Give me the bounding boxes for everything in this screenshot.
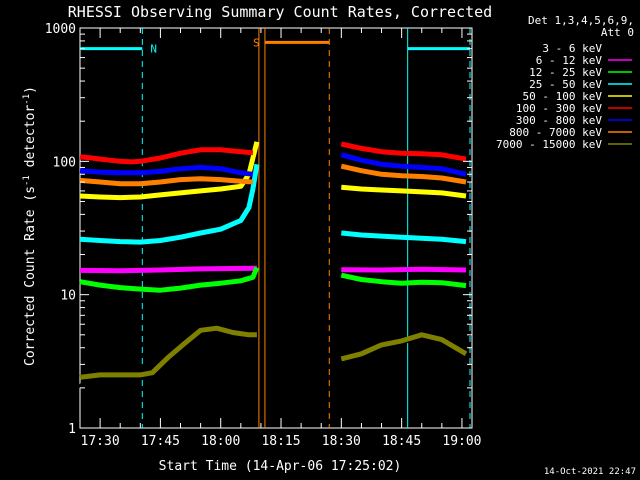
flag-label: N (150, 43, 157, 56)
legend-label: 7000 - 15000 keV (496, 138, 602, 151)
x-tick-label: 18:45 (382, 434, 421, 449)
legend-label: 300 - 800 keV (516, 114, 602, 127)
legend-label: 50 - 100 keV (523, 90, 603, 103)
series-line (79, 266, 260, 293)
y-axis-ticks: 1 10 100 1000 (45, 22, 472, 437)
y-tick-label: 10 (60, 289, 76, 304)
series-line (341, 230, 467, 245)
flag-label: S (253, 36, 260, 49)
y-axis-label-main: Corrected Count Rate (s (23, 186, 38, 366)
legend-label: 12 - 25 keV (529, 66, 602, 79)
x-tick-label: 18:00 (201, 434, 240, 449)
plot-frame (79, 27, 473, 429)
series-line (79, 176, 254, 187)
series-line (79, 265, 257, 274)
series-line (340, 272, 467, 289)
series-line (340, 152, 467, 177)
y-tick-label: 1000 (45, 22, 76, 37)
legend-label: 100 - 300 keV (516, 102, 602, 115)
series-line (79, 147, 254, 165)
x-tick-label: 17:30 (81, 434, 120, 449)
series-line (341, 184, 467, 199)
x-tick-label: 18:30 (322, 434, 361, 449)
legend-header-line1: Det 1,3,4,5,6,9, (528, 14, 634, 27)
series-line (340, 163, 467, 185)
y-axis-label-sup1: -1 (22, 175, 32, 186)
legend-label: 25 - 50 keV (529, 78, 602, 91)
series-group (78, 141, 468, 390)
x-tick-label: 19:00 (442, 434, 481, 449)
legend-label: 6 - 12 keV (536, 54, 603, 67)
y-axis-label-sup2: -1 (22, 94, 32, 105)
footer-date: 14-Oct-2021 22:47 (544, 467, 636, 477)
vertical-markers (141, 28, 471, 428)
y-axis-label-end: ) (23, 86, 38, 94)
y-axis-label: Corrected Count Rate (s-1 detector-1) (22, 86, 38, 366)
y-axis-label-mid: detector (23, 105, 38, 176)
y-tick-label: 100 (53, 155, 76, 170)
x-axis-label: Start Time (14-Apr-06 17:25:02) (159, 459, 402, 474)
series-line (340, 332, 468, 362)
legend-label: 3 - 6 keV (542, 42, 602, 55)
x-axis-ticks: 17:30 17:45 18:00 18:15 18:30 18:45 19:00 (79, 28, 482, 449)
legend-header-line2: Att 0 (601, 26, 634, 39)
series-line (341, 266, 467, 273)
series-line (79, 163, 260, 245)
x-tick-label: 17:45 (141, 434, 180, 449)
x-tick-label: 18:15 (261, 434, 300, 449)
y-tick-label: 1 (68, 422, 76, 437)
chart-title: RHESSI Observing Summary Count Rates, Co… (68, 3, 492, 21)
series-line (79, 164, 254, 177)
series-line (79, 325, 257, 380)
legend-label: 800 - 7000 keV (509, 126, 602, 139)
series-line (340, 141, 467, 162)
